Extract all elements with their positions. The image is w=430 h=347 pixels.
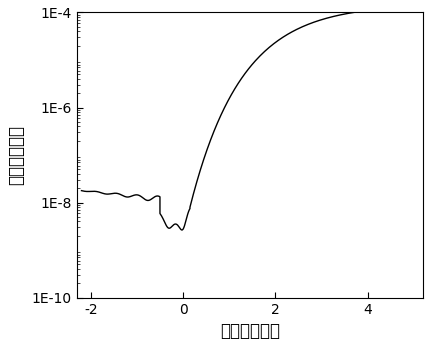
Y-axis label: 电流（安培）: 电流（安培） xyxy=(7,125,25,185)
X-axis label: 电压（伏特）: 电压（伏特） xyxy=(220,322,280,340)
